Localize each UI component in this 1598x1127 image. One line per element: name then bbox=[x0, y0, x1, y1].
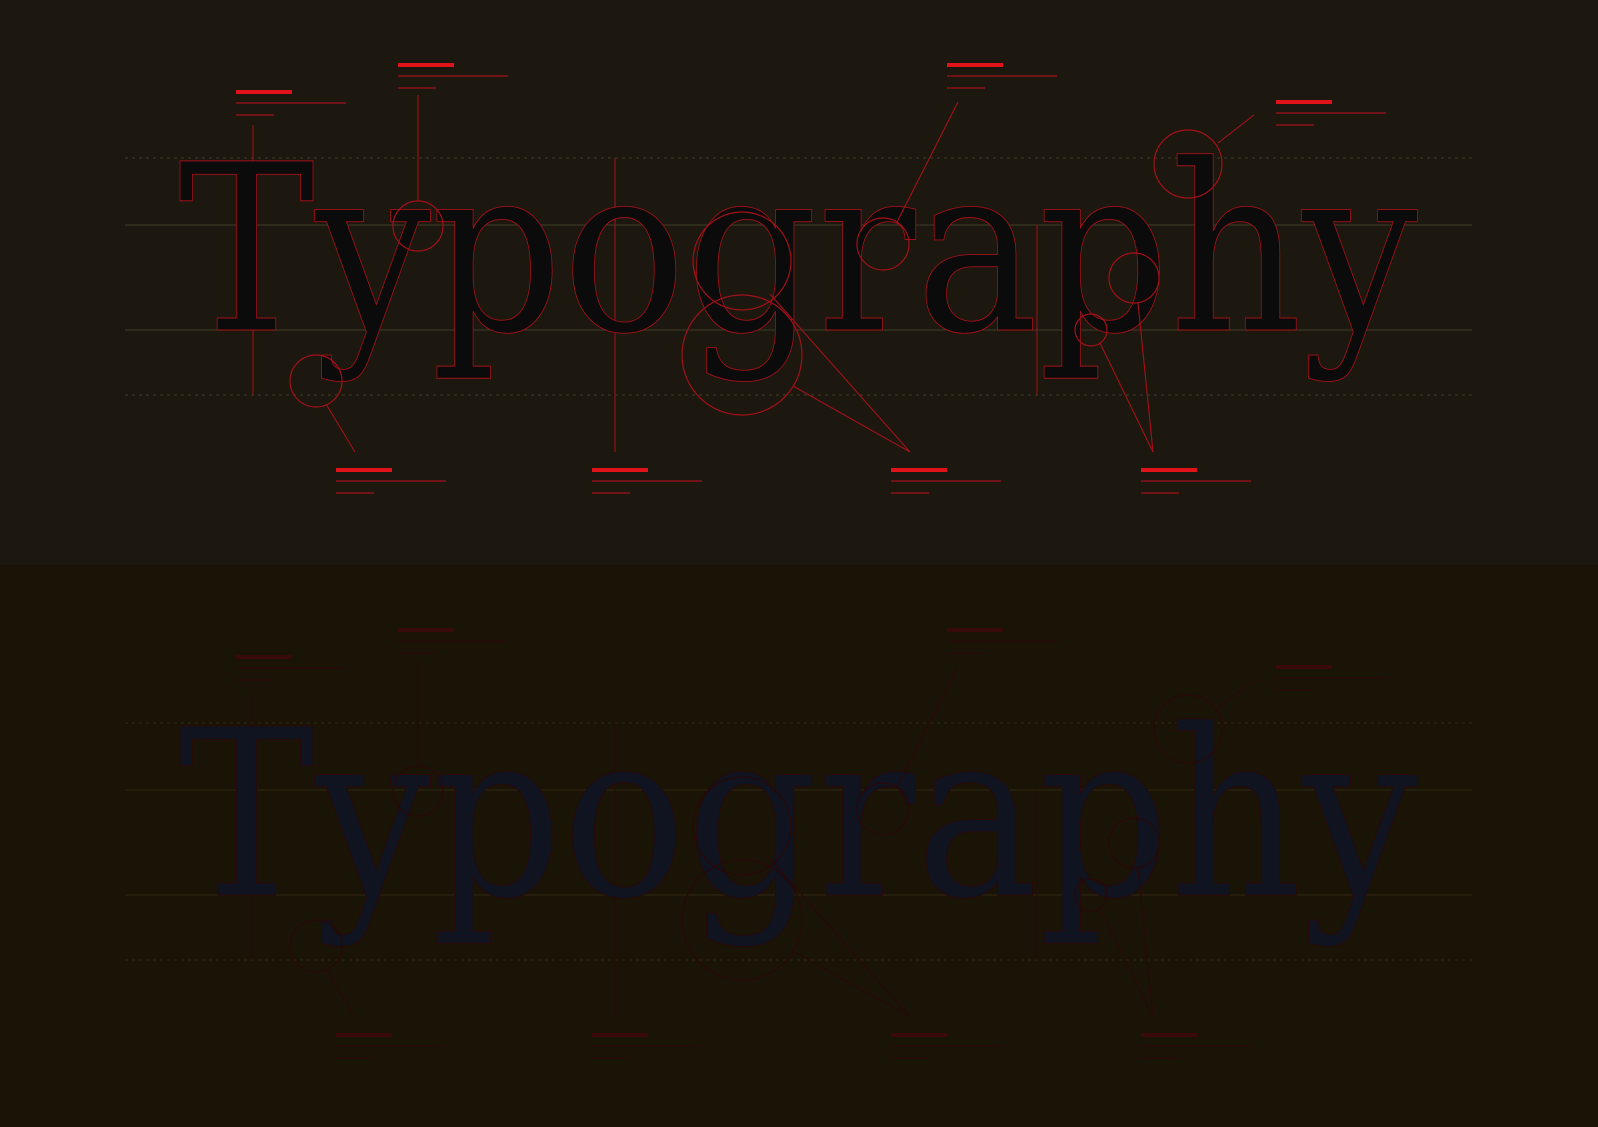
anatomy-panel-top: Typography bbox=[0, 0, 1598, 565]
leader-shoulder bbox=[1137, 302, 1154, 453]
leader-terminal bbox=[325, 403, 356, 453]
callout-circle-bowl bbox=[692, 776, 792, 876]
label-bowl-title-bar bbox=[891, 468, 947, 472]
label-ascender-title-bar bbox=[1276, 665, 1332, 669]
label-spur-title-bar bbox=[1141, 1033, 1197, 1037]
leader-terminal bbox=[325, 968, 356, 1018]
callout-circle-terminal bbox=[289, 919, 343, 973]
callout-circle-spur bbox=[1074, 878, 1108, 912]
label-stem-title-bar bbox=[592, 1033, 648, 1037]
specimen-word: Typography bbox=[178, 680, 1418, 950]
callout-circle-terminal bbox=[289, 354, 343, 408]
leader-ear bbox=[896, 101, 959, 223]
label-serif bbox=[398, 63, 508, 89]
label-cap-height-title-bar bbox=[236, 655, 292, 659]
label-ear bbox=[947, 628, 1057, 654]
callout-circle-loop bbox=[681, 294, 803, 416]
label-ascender bbox=[1276, 100, 1386, 126]
leader-spur bbox=[1099, 342, 1154, 453]
leader-ear bbox=[896, 666, 959, 788]
callout-circle-shoulder bbox=[1108, 817, 1160, 869]
callout-circle-spur bbox=[1074, 313, 1108, 347]
label-terminal-title-bar bbox=[336, 468, 392, 472]
label-stem bbox=[592, 468, 702, 494]
leader-bowl bbox=[769, 858, 911, 1018]
callout-circle-ear bbox=[856, 782, 910, 836]
label-ear-title-bar bbox=[947, 63, 1003, 67]
leader-loop bbox=[792, 950, 911, 1018]
label-stem bbox=[592, 1033, 702, 1059]
anatomy-diagram-bottom: Typography bbox=[0, 565, 1598, 1127]
label-cap-height-title-bar bbox=[236, 90, 292, 94]
anatomy-diagram-top: Typography bbox=[0, 0, 1598, 565]
leader-ascender bbox=[1217, 114, 1255, 144]
callout-circle-ascender bbox=[1153, 129, 1223, 199]
label-terminal-title-bar bbox=[336, 1033, 392, 1037]
label-spur-title-bar bbox=[1141, 468, 1197, 472]
label-terminal bbox=[336, 1033, 446, 1059]
callout-circle-shoulder bbox=[1108, 252, 1160, 304]
label-cap-height bbox=[236, 90, 346, 116]
callout-circle-ear bbox=[856, 217, 910, 271]
callout-layer bbox=[236, 63, 1386, 494]
leader-shoulder bbox=[1137, 867, 1154, 1018]
leader-loop bbox=[792, 385, 911, 453]
label-bowl bbox=[891, 1033, 1001, 1059]
label-ear bbox=[947, 63, 1057, 89]
label-serif-title-bar bbox=[398, 63, 454, 67]
label-serif-title-bar bbox=[398, 628, 454, 632]
label-serif bbox=[398, 628, 508, 654]
label-ascender-title-bar bbox=[1276, 100, 1332, 104]
label-cap-height bbox=[236, 655, 346, 681]
panel-background bbox=[0, 0, 1598, 565]
label-bowl-title-bar bbox=[891, 1033, 947, 1037]
label-bowl bbox=[891, 468, 1001, 494]
callout-layer bbox=[236, 628, 1386, 1059]
anatomy-panel-bottom: Typography bbox=[0, 565, 1598, 1127]
label-spur bbox=[1141, 468, 1251, 494]
label-stem-title-bar bbox=[592, 468, 648, 472]
leader-ascender bbox=[1217, 679, 1255, 709]
leader-spur bbox=[1099, 907, 1154, 1018]
label-terminal bbox=[336, 468, 446, 494]
specimen-word: Typography bbox=[178, 115, 1418, 385]
leader-bowl bbox=[769, 293, 911, 453]
label-spur bbox=[1141, 1033, 1251, 1059]
callout-circle-bowl bbox=[692, 211, 792, 311]
callout-circle-loop bbox=[681, 859, 803, 981]
label-ascender bbox=[1276, 665, 1386, 691]
callout-circle-ascender bbox=[1153, 694, 1223, 764]
label-ear-title-bar bbox=[947, 628, 1003, 632]
